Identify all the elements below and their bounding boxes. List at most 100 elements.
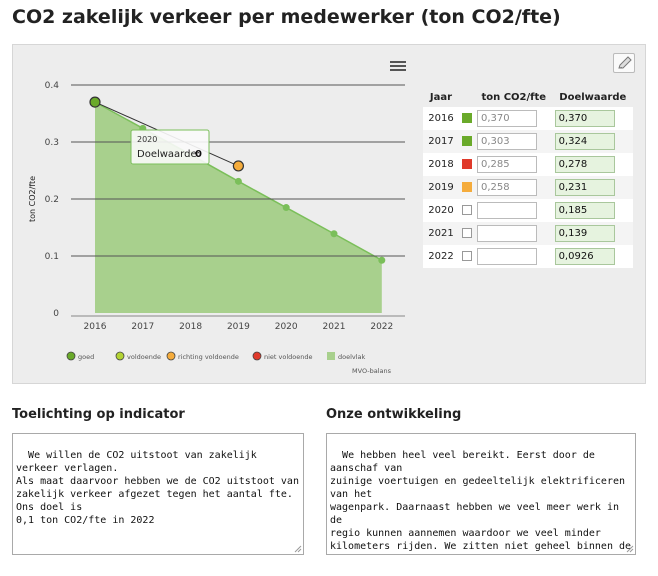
y-tick-label: 0.2 [45,195,59,205]
year-cell: 2017 [428,136,454,147]
chart-svg: 0 0.1 0.2 0.3 0.4 2016 2017 2018 2019 2020 2021 202… [28,81,405,375]
status-indicator [462,113,472,123]
tooltip-box [130,129,210,165]
col-header-year: Jaar [429,91,453,103]
col-header-target: Doelwaarde [559,91,627,103]
target-cell: 0,278 [553,153,633,176]
table-row: 2017 0,324 [423,130,633,153]
col-header-status [459,87,475,107]
pencil-icon [618,56,632,69]
value-cell [475,153,553,176]
explanation-textarea[interactable]: We willen de CO2 uitstoot van zakelijk v… [12,433,304,555]
value-cell [475,199,553,222]
chart-credits: MVO-balans [352,367,392,375]
x-tick-label: 2022 [370,322,393,332]
chart-menu-button[interactable] [390,59,406,75]
value-input[interactable] [477,156,537,173]
table-row: 2016 0,370 [423,107,633,130]
table-row: 2022 0,0926 [423,245,633,268]
status-cell [459,153,475,176]
target-value: 0,370 [554,110,615,127]
value-input[interactable] [477,248,537,265]
status-cell [459,222,475,245]
legend-label: richting voldoende [178,353,239,361]
year-cell: 2021 [428,228,454,239]
value-input[interactable] [477,110,537,127]
status-cell [459,176,475,199]
actual-point [89,96,101,108]
table-row: 2021 0,139 [423,222,633,245]
target-cell: 0,139 [553,222,633,245]
target-value: 0,139 [554,225,615,242]
status-checkbox[interactable] [462,205,472,215]
actual-point [232,160,244,172]
hamburger-icon [390,61,406,63]
explanation-text: We willen de CO2 uitstoot van zakelijk v… [16,450,299,526]
y-tick-label: 0.4 [45,81,60,91]
table-row: 2020 0,185 [423,199,633,222]
value-input[interactable] [477,225,537,242]
year-cell: 2020 [428,205,454,216]
status-checkbox[interactable] [462,228,472,238]
development-textarea[interactable]: We hebben heel veel bereikt. Eerst door … [326,433,636,555]
status-cell [459,199,475,222]
x-tick-label: 2020 [275,322,298,332]
target-point [378,256,386,264]
legend-label: voldoende [127,353,161,361]
target-point [282,204,290,212]
hamburger-icon-line [390,65,406,67]
target-cell: 0,231 [553,176,633,199]
development-title: Onze ontwikkeling [326,407,462,422]
legend-label: goed [78,353,94,361]
x-tick-label: 2018 [179,322,202,332]
status-indicator [462,159,472,169]
value-input[interactable] [477,133,537,150]
value-cell [475,107,553,130]
status-indicator [462,136,472,146]
status-cell [459,107,475,130]
indicator-panel: 0 0.1 0.2 0.3 0.4 2016 2017 2018 2019 2020 2021 202… [12,44,646,384]
tooltip-value: 0 [195,149,202,160]
target-point [234,177,242,185]
value-input[interactable] [477,179,537,196]
value-cell [475,176,553,199]
legend-swatch [327,352,335,360]
target-value: 0,324 [554,133,615,150]
target-cell: 0,185 [553,199,633,222]
x-tick-label: 2017 [131,322,154,332]
status-indicator [462,182,472,192]
target-value: 0,0926 [554,248,615,265]
tooltip-label: Doelwaarde: [137,149,200,160]
table-row: 2018 0,278 [423,153,633,176]
x-tick-label: 2021 [323,322,346,332]
hamburger-icon-line [390,69,406,71]
table-row: 2019 0,231 [423,176,633,199]
y-tick-label: 0.3 [45,138,59,148]
edit-button[interactable] [613,53,635,73]
year-cell: 2022 [428,251,454,262]
legend-marker [115,351,125,361]
y-axis-label: ton CO2/fte [28,176,37,222]
legend-marker [252,351,262,361]
value-cell [475,130,553,153]
resize-grip-icon[interactable] [294,545,302,553]
target-value: 0,278 [554,156,615,173]
status-checkbox[interactable] [462,251,472,261]
status-cell [459,245,475,268]
target-cell: 0,0926 [553,245,633,268]
y-tick-label: 0 [53,309,59,319]
y-tick-label: 0.1 [45,252,59,262]
target-cell: 0,370 [553,107,633,130]
value-input[interactable] [477,202,537,219]
development-text: We hebben heel veel bereikt. Eerst door … [330,450,632,552]
chart: 0 0.1 0.2 0.3 0.4 2016 2017 2018 2019 2020 2021 202… [13,45,423,383]
value-cell [475,222,553,245]
page-title: CO2 zakelijk verkeer per medewerker (ton… [12,6,561,28]
x-tick-label: 2016 [84,322,107,332]
resize-grip-icon[interactable] [626,545,634,553]
col-header-value: ton CO2/fte [481,91,547,103]
legend-marker [166,351,176,361]
tooltip-year: 2020 [137,135,157,144]
value-cell [475,245,553,268]
data-table: Jaar ton CO2/fte Doelwaarde 20160,370201… [423,87,633,268]
